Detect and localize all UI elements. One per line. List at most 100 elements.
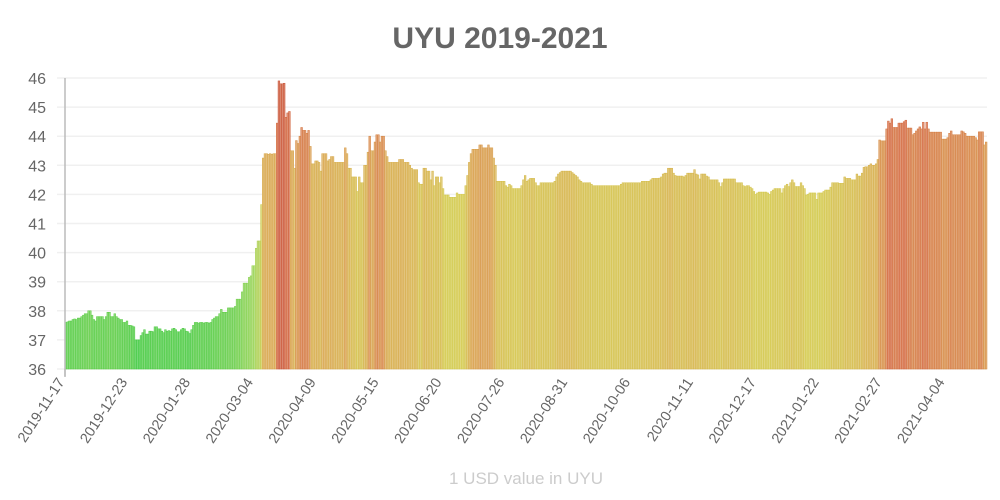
bar	[983, 144, 986, 370]
bar	[751, 188, 754, 370]
bar	[881, 140, 885, 370]
bar	[639, 182, 642, 370]
bar	[455, 192, 459, 370]
bar	[379, 141, 382, 370]
bar	[160, 330, 164, 370]
y-tick-label: 41	[28, 217, 46, 234]
bar	[410, 167, 413, 370]
bar	[737, 182, 740, 370]
bar	[726, 178, 729, 370]
bar	[618, 185, 621, 370]
bar	[763, 191, 766, 370]
bar	[695, 173, 698, 370]
bar	[752, 191, 756, 370]
bar	[906, 127, 909, 370]
bar	[967, 135, 970, 370]
bar	[324, 153, 328, 370]
x-axis-ticks: 2019-11-17 2019-12-23 2020-01-28 2020-03-04…	[15, 369, 948, 446]
bar	[290, 150, 293, 370]
bar	[314, 160, 317, 370]
bar	[525, 181, 528, 370]
bar	[527, 179, 530, 370]
bar	[600, 185, 604, 370]
bar	[953, 134, 956, 370]
bar	[436, 176, 439, 370]
bar	[206, 322, 209, 370]
bar	[548, 182, 551, 370]
bar	[108, 312, 111, 370]
bar	[806, 194, 810, 370]
bar	[871, 165, 874, 370]
bar	[810, 192, 813, 370]
bar	[169, 330, 172, 370]
bar	[111, 316, 115, 370]
bar	[682, 176, 686, 370]
bar	[714, 179, 717, 370]
bar	[616, 185, 619, 370]
bar	[445, 194, 448, 370]
bar	[544, 182, 548, 370]
bar	[99, 316, 102, 370]
bar	[204, 322, 207, 370]
x-tick-label: 2020-08-31	[517, 375, 571, 446]
bar	[115, 316, 118, 370]
bar	[901, 122, 904, 370]
bar	[689, 172, 693, 370]
bar	[712, 179, 715, 370]
bar	[770, 191, 773, 370]
bar	[745, 185, 749, 370]
bar	[677, 175, 680, 370]
bar	[965, 135, 969, 370]
bar	[614, 185, 618, 370]
bar	[225, 312, 228, 370]
bar	[293, 167, 296, 370]
bar	[118, 319, 122, 370]
bar	[288, 111, 291, 370]
bar	[812, 192, 815, 370]
bar	[96, 316, 99, 370]
bar	[796, 186, 799, 370]
bar	[193, 322, 197, 370]
bar	[637, 182, 640, 370]
bar	[68, 320, 71, 370]
bar	[749, 186, 752, 370]
bar	[574, 175, 577, 370]
bar	[833, 182, 836, 370]
bar	[356, 191, 359, 370]
bar	[957, 134, 960, 370]
bar	[400, 159, 403, 370]
bar	[894, 127, 897, 370]
x-tick-label: 2019-12-23	[77, 375, 131, 446]
bar	[787, 186, 790, 370]
bar	[522, 179, 525, 370]
bar	[372, 150, 375, 370]
bar	[97, 316, 101, 370]
bar	[717, 182, 721, 370]
bar	[735, 182, 738, 370]
bar	[258, 240, 261, 370]
bar	[679, 175, 682, 370]
bar	[375, 134, 378, 370]
bar	[490, 147, 494, 370]
bar	[593, 185, 597, 370]
bar	[854, 179, 857, 370]
bar	[707, 176, 710, 370]
bar	[504, 185, 508, 370]
bar	[510, 185, 513, 370]
bar	[974, 137, 977, 370]
bar	[401, 159, 405, 370]
bar	[159, 328, 162, 370]
bar	[272, 153, 275, 370]
bar	[153, 326, 157, 370]
bar	[429, 179, 432, 370]
bar	[237, 298, 240, 370]
bar	[368, 135, 371, 370]
bar	[276, 122, 279, 370]
bar	[913, 133, 916, 370]
bar	[207, 322, 211, 370]
bar	[448, 197, 452, 370]
bar	[979, 131, 983, 370]
bar	[424, 167, 427, 370]
bar	[87, 310, 90, 370]
bar	[936, 131, 939, 370]
